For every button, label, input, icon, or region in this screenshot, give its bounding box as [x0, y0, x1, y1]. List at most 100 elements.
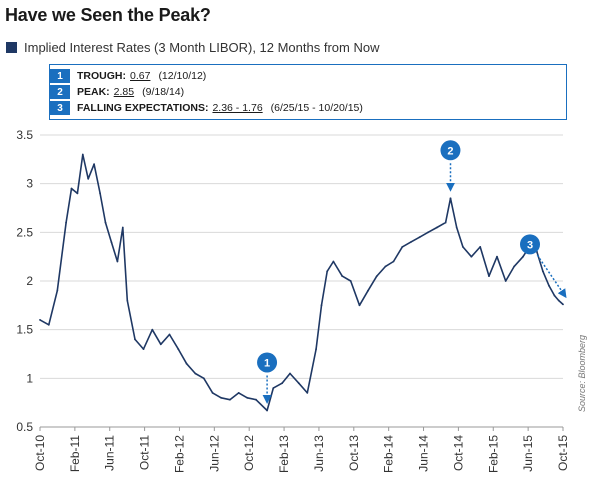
- data-point: [65, 221, 67, 224]
- legend: Implied Interest Rates (3 Month LIBOR), …: [6, 40, 379, 55]
- marker-circle: [257, 352, 278, 373]
- annotation-label: TROUGH:: [77, 70, 126, 82]
- x-tick-label: Oct-11: [138, 435, 152, 470]
- y-tick-label: 2: [26, 274, 33, 288]
- data-point: [513, 265, 516, 268]
- y-tick-label: 3: [26, 177, 33, 191]
- marker-label: 1: [264, 357, 270, 369]
- data-point: [151, 328, 154, 331]
- data-point: [76, 192, 79, 195]
- annotation-detail: (12/10/12): [158, 70, 207, 82]
- data-point: [341, 275, 344, 277]
- data-point: [56, 289, 59, 292]
- y-tick-label: 0.5: [16, 420, 33, 434]
- data-point: [562, 303, 564, 306]
- data-point: [266, 409, 268, 412]
- data-point: [220, 396, 223, 399]
- data-point: [418, 236, 421, 239]
- x-axis-ticks: Oct-10 Feb-11 Jun-11 Oct-11 Feb-12 Jun-12 Oct-…: [33, 427, 570, 473]
- data-point: [542, 270, 544, 273]
- data-point: [332, 260, 335, 263]
- legend-swatch: [6, 42, 17, 53]
- data-point: [194, 372, 197, 375]
- annotation-markers: 1 2 3: [257, 140, 567, 404]
- data-point: [87, 177, 90, 180]
- x-tick-label: Oct-15: [556, 435, 570, 471]
- data-point: [367, 289, 369, 292]
- data-point: [496, 255, 498, 258]
- data-point: [104, 221, 107, 224]
- data-point: [47, 323, 50, 326]
- data-point: [358, 304, 361, 307]
- annotation-number: 1: [50, 69, 70, 83]
- marker-circle: [440, 140, 461, 161]
- marker-circle: [520, 234, 540, 255]
- data-point: [320, 304, 323, 307]
- data-point: [315, 348, 317, 350]
- data-point: [392, 260, 395, 263]
- data-point: [255, 398, 257, 401]
- annotation-row-peak: 2 PEAK: 2.85 (9/18/14): [50, 85, 184, 99]
- y-axis-ticks: 3.5 3 2.5 2 1.5 1 0.5: [16, 128, 33, 434]
- annotation-value: 0.67: [130, 70, 151, 82]
- data-point: [202, 377, 205, 380]
- data-point: [185, 362, 188, 365]
- series-line: [39, 153, 564, 412]
- x-tick-label: Jun-14: [417, 435, 431, 472]
- data-point: [289, 372, 291, 375]
- data-point: [436, 226, 438, 229]
- data-point: [455, 226, 458, 229]
- data-point: [134, 338, 136, 341]
- data-point: [444, 221, 447, 224]
- annotation-detail: (6/25/15 - 10/20/15): [270, 102, 363, 114]
- data-point: [375, 275, 378, 277]
- annotation-label: PEAK:: [77, 86, 110, 98]
- data-point: [384, 265, 387, 268]
- x-tick-label: Jun-15: [521, 435, 535, 472]
- annotation-detail: (9/18/14): [142, 86, 185, 98]
- data-point: [449, 197, 452, 200]
- data-point: [409, 241, 412, 244]
- data-point: [159, 343, 162, 346]
- data-point: [427, 231, 429, 234]
- source-note: Source: Bloomberg: [577, 334, 587, 412]
- data-point: [93, 163, 95, 166]
- x-tick-label: Feb-15: [486, 435, 500, 473]
- annotation-label: FALLING EXPECTATIONS:: [77, 102, 209, 114]
- data-point: [229, 398, 231, 401]
- x-tick-label: Jun-12: [207, 435, 221, 472]
- data-point: [462, 246, 464, 248]
- annotation-box: 1 TROUGH: 0.67 (12/10/12) 2 PEAK: 2.85 (…: [49, 64, 567, 120]
- data-point: [237, 392, 240, 394]
- marker-label: 2: [447, 145, 453, 157]
- data-point: [81, 153, 84, 156]
- x-tick-label: Feb-14: [382, 435, 396, 473]
- legend-label: Implied Interest Rates (3 Month LIBOR), …: [24, 40, 380, 55]
- data-point: [211, 392, 214, 394]
- data-point: [177, 348, 180, 350]
- y-tick-label: 1.5: [16, 323, 33, 337]
- data-point: [553, 294, 556, 297]
- data-point: [121, 226, 124, 229]
- marker-label: 3: [527, 239, 533, 251]
- x-tick-label: Jun-11: [103, 435, 117, 471]
- y-tick-label: 1: [26, 371, 33, 385]
- data-point: [272, 387, 275, 389]
- annotation-value: 2.36 - 1.76: [212, 102, 263, 114]
- x-tick-label: Oct-13: [347, 435, 361, 471]
- data-point: [116, 260, 119, 263]
- x-tick-label: Feb-12: [172, 435, 186, 473]
- data-point: [470, 255, 473, 258]
- annotation-row-falling: 3 FALLING EXPECTATIONS: 2.36 - 1.76 (6/2…: [50, 101, 363, 115]
- data-point: [126, 299, 129, 302]
- x-tick-label: Feb-11: [68, 435, 82, 472]
- data-point: [349, 280, 352, 282]
- data-point: [297, 382, 300, 385]
- data-point: [168, 333, 171, 336]
- data-point: [110, 241, 113, 244]
- data-point: [548, 285, 550, 287]
- data-point: [306, 392, 309, 394]
- data-point: [39, 319, 41, 321]
- annotation-number: 2: [50, 85, 70, 99]
